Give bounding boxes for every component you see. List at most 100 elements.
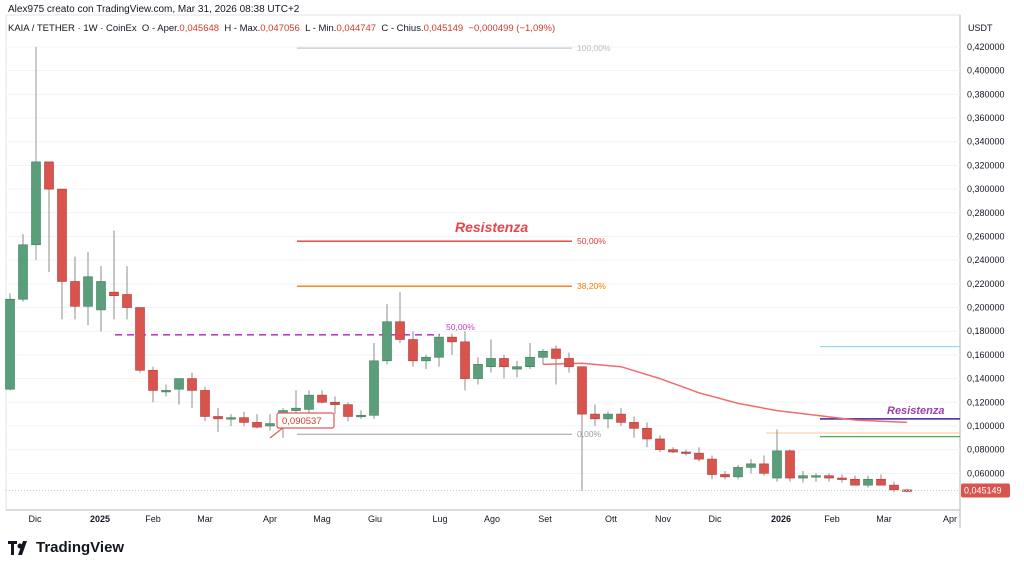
x-tick-label: Mar — [197, 514, 213, 524]
candle-body — [239, 417, 249, 423]
candle-body — [31, 161, 41, 246]
plot-area — [5, 14, 961, 511]
fib-0-label: 0,00% — [577, 429, 602, 439]
x-tick-label: 2025 — [90, 514, 110, 524]
low-label: L - Min. — [305, 23, 337, 34]
candle-body — [408, 339, 418, 362]
candle-body — [785, 450, 795, 479]
candle-body — [629, 422, 639, 429]
y-tick-label: 0,260000 — [967, 231, 1005, 241]
candle-body — [798, 475, 808, 479]
candle-body — [564, 358, 574, 368]
candle-body — [161, 390, 171, 393]
x-tick-label: Apr — [943, 514, 957, 524]
x-tick-label: Dic — [29, 514, 42, 524]
candle-body — [226, 417, 236, 420]
candle-body — [434, 336, 444, 358]
candle-body — [421, 356, 431, 362]
candle-body — [551, 348, 561, 359]
x-tick-label: Apr — [263, 514, 277, 524]
candle-body — [356, 414, 366, 418]
low-callout-label: 0,090537 — [282, 416, 322, 427]
candle-body — [395, 321, 405, 340]
y-tick-label: 0,360000 — [967, 113, 1005, 123]
x-tick-label: Ago — [484, 514, 500, 524]
resistance-label-right: Resistenza — [887, 405, 944, 417]
candle-body — [720, 474, 730, 478]
candle-body — [187, 378, 197, 391]
candle-body — [70, 281, 80, 307]
candle-body — [460, 341, 470, 379]
y-tick-label: 0,220000 — [967, 279, 1005, 289]
candle-body — [135, 307, 145, 371]
candle-body — [850, 478, 860, 486]
candle-body — [733, 467, 743, 478]
candle-body — [772, 450, 782, 479]
open-label: O - Aper. — [141, 23, 180, 34]
change-value: −0,000499 (−1,09%) — [468, 23, 556, 34]
candle-body — [122, 294, 132, 308]
candle-body — [538, 351, 548, 358]
candle-body — [83, 276, 93, 307]
y-tick-label: 0,200000 — [967, 303, 1005, 313]
ohlc-readout: KAIA / TETHER · 1W · CoinEx O - Aper. 0,0… — [8, 23, 555, 34]
candle-body — [889, 484, 899, 491]
candle-body — [447, 336, 457, 343]
fib-382-label: 38,20% — [577, 281, 606, 291]
candle-body — [902, 489, 912, 492]
last-price-label: 0,045149 — [964, 485, 1002, 495]
low-callout-box — [276, 412, 335, 429]
candle-body — [343, 404, 353, 417]
x-tick-label: Lug — [432, 514, 447, 524]
y-tick-label: 0,280000 — [967, 208, 1005, 218]
y-tick-label: 0,300000 — [967, 184, 1005, 194]
dashed-support-label: 50,00% — [446, 322, 475, 332]
x-tick-label: Dic — [709, 514, 722, 524]
candle-body — [603, 413, 613, 420]
y-tick-label: 0,420000 — [967, 42, 1005, 52]
y-tick-label: 0,100000 — [967, 421, 1005, 431]
candle-body — [876, 478, 886, 486]
candle-body — [96, 281, 106, 311]
footer-brand: TradingView — [8, 539, 124, 556]
x-tick-label: Mag — [313, 514, 331, 524]
candle-body — [213, 416, 223, 420]
x-tick-label: Giu — [368, 514, 382, 524]
y-tick-label: 0,080000 — [967, 445, 1005, 455]
candle-body — [369, 360, 379, 416]
low-value: 0,044747 — [336, 23, 377, 34]
candle-body — [707, 458, 717, 475]
close-label: C - Chius. — [381, 23, 424, 34]
candle-body — [148, 369, 158, 391]
candle-body — [642, 428, 652, 440]
candle-body — [317, 394, 327, 403]
candle-body — [18, 244, 28, 300]
candle-body — [824, 475, 834, 479]
candle-body — [382, 321, 392, 362]
candle-body — [590, 413, 600, 420]
currency-label: USDT — [968, 23, 993, 33]
candle-body — [863, 478, 873, 486]
y-tick-label: 0,240000 — [967, 255, 1005, 265]
candle-body — [304, 394, 314, 410]
candle-body — [811, 475, 821, 478]
candle-body — [499, 358, 509, 368]
x-tick-label: 2026 — [771, 514, 791, 524]
candle-body — [330, 401, 340, 405]
candle-body — [681, 451, 691, 454]
candle-body — [577, 366, 587, 415]
candle-body — [109, 291, 119, 296]
candle-body — [655, 438, 665, 450]
candle-body — [265, 423, 275, 427]
candle-body — [668, 449, 678, 453]
candle-body — [57, 188, 67, 282]
tradingview-logo-icon — [8, 540, 27, 555]
candle-body — [759, 463, 769, 474]
fib-100-label: 100,00% — [577, 43, 611, 53]
candle-body — [486, 358, 496, 368]
last-price-badge — [961, 483, 1010, 498]
symbol-label: KAIA / TETHER · 1W · CoinEx — [8, 23, 137, 34]
candle-body — [473, 364, 483, 379]
resistance-label-main: Resistenza — [455, 219, 528, 235]
